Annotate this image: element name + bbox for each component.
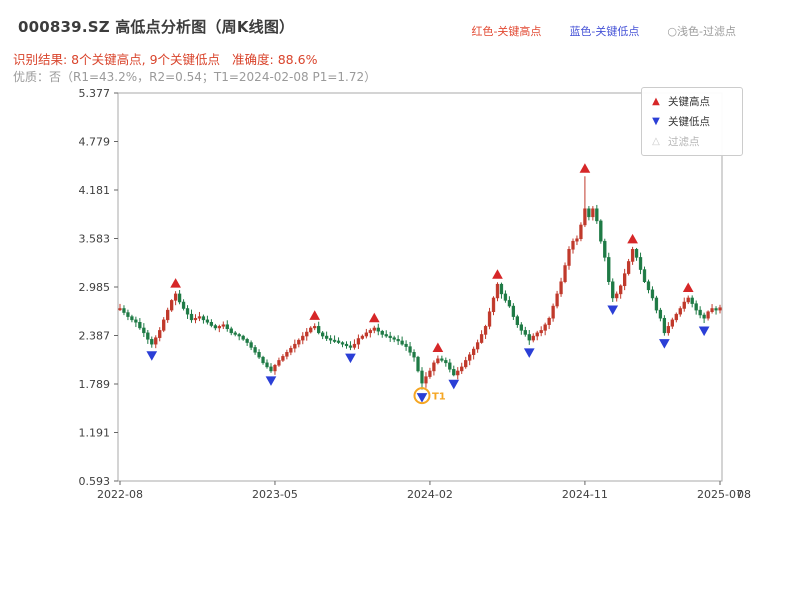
svg-text:T1: T1	[432, 392, 446, 403]
svg-text:0.593: 0.593	[79, 475, 111, 488]
svg-text:08: 08	[737, 488, 751, 501]
legend-item-filtered: △ 过滤点	[650, 134, 734, 149]
svg-text:4.181: 4.181	[79, 184, 111, 197]
svg-text:2023-05: 2023-05	[252, 488, 298, 501]
svg-text:2024-02: 2024-02	[407, 488, 453, 501]
page-title: 000839.SZ 高低点分析图（周K线图）	[18, 18, 295, 36]
svg-text:3.583: 3.583	[79, 233, 111, 246]
triangle-hollow-icon: △	[652, 136, 660, 147]
triangle-down-icon: ▼	[652, 116, 660, 127]
svg-text:2025-07: 2025-07	[697, 488, 743, 501]
svg-text:5.377: 5.377	[79, 87, 111, 100]
svg-text:2.387: 2.387	[79, 330, 111, 343]
triangle-up-icon: ▲	[652, 96, 660, 107]
svg-text:2.985: 2.985	[79, 281, 111, 294]
legend-label-key-high: 关键高点	[668, 96, 710, 108]
legend-item-key-high: ▲ 关键高点	[650, 94, 734, 109]
recognition-result: 识别结果: 8个关键高点, 9个关键低点 准确度: 88.6%	[13, 49, 317, 68]
top-legend-key-high: 红色-关键高点	[471, 25, 542, 38]
svg-text:1.789: 1.789	[79, 378, 111, 391]
candlestick-chart: 5.377 4.779 4.181 3.583 2.985 2.387 1.789 1.191…	[79, 87, 752, 501]
accuracy-text: 准确度: 88.6%	[232, 52, 318, 67]
result-text: 识别结果: 8个关键高点, 9个关键低点	[13, 52, 221, 67]
top-legend-key-low: 蓝色-关键低点	[569, 25, 640, 38]
legend-label-filtered: 过滤点	[668, 136, 700, 148]
top-legend: 红色-关键高点 蓝色-关键低点 ○浅色-过滤点	[471, 23, 736, 39]
legend-label-key-low: 关键低点	[668, 116, 710, 128]
quality-line: 优质：否（R1=43.2%，R2=0.54；T1=2024-02-08 P1=1…	[13, 70, 377, 84]
svg-text:1.191: 1.191	[79, 427, 111, 440]
chart-legend: ▲ 关键高点 ▼ 关键低点 △ 过滤点	[641, 87, 743, 156]
svg-text:2024-11: 2024-11	[562, 488, 608, 501]
svg-text:4.779: 4.779	[79, 136, 111, 149]
top-legend-filtered: ○浅色-过滤点	[667, 25, 736, 38]
svg-text:2022-08: 2022-08	[97, 488, 143, 501]
legend-item-key-low: ▼ 关键低点	[650, 114, 734, 129]
